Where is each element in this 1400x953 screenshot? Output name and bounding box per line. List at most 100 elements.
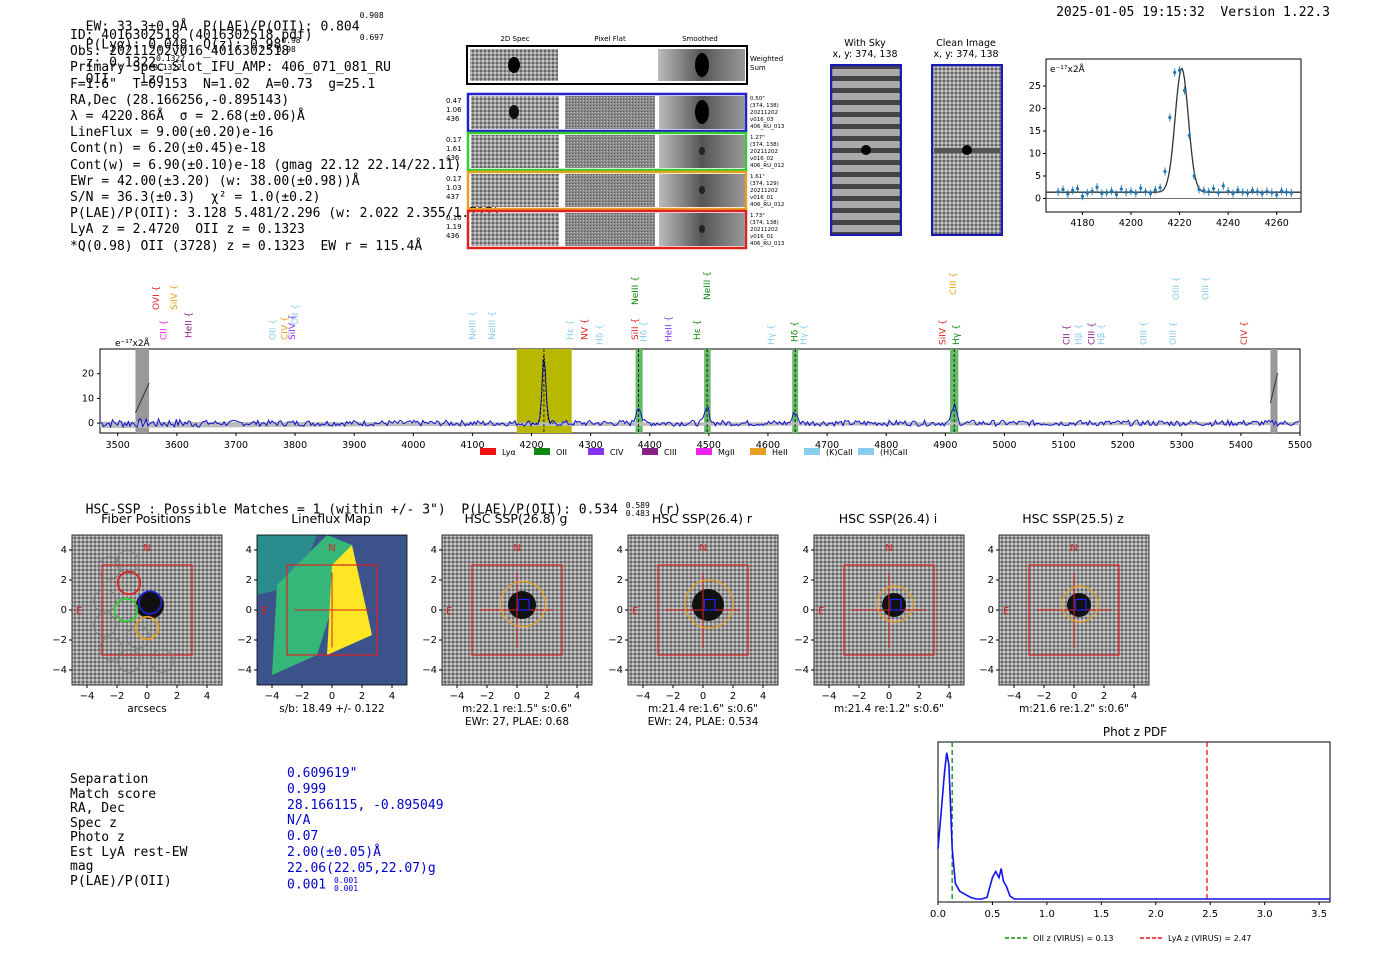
cutout-row-meta: 20211202 — [750, 110, 778, 116]
pdf-xtick-label: 3.5 — [1311, 909, 1327, 920]
cutout-row-meta: v016_01 — [750, 195, 774, 201]
legend-swatch — [858, 448, 874, 455]
cutout-smoothed-blob — [699, 147, 705, 155]
photz-pdf-chart: Phot z PDF 0.0 0.5 1.0 1.5 2.0 2.5 3.0 3.5 OII … — [930, 725, 1331, 943]
info-line: EWr = 42.00(±3.20) (w: 38.00(±0.98))Å — [70, 173, 360, 189]
cutout-pixel-flat — [565, 213, 655, 246]
hsc-cutout-image: N E −4 −4 −2 −2 0 0 2 2 4 4 s/b: 18.49 +/- 0.122 — [237, 534, 408, 715]
hsc-xtick-label: 0 — [700, 691, 706, 702]
cutout-smoothed-blob — [699, 225, 705, 233]
cutout-row-stat: 436 — [446, 154, 460, 162]
info-line: RA,Dec (28.166256,-0.895143) — [70, 92, 290, 108]
zoom-data-point — [1192, 174, 1196, 178]
spectral-line-label: Hε { — [566, 320, 576, 340]
aperture-square — [101, 564, 193, 656]
with-sky-image — [830, 64, 902, 236]
sky-source-blob — [861, 145, 871, 155]
spectral-line-label: Hγ { — [952, 324, 962, 345]
cutout-panel: 2D Spec Pixel Flat Smoothed Weighted Sum… — [446, 35, 785, 250]
clean-image-title: Clean Image x, y: 374, 138 — [933, 38, 999, 60]
zoom-data-point — [1100, 191, 1104, 196]
zoom-data-point — [1153, 188, 1157, 192]
weighted-source-blob — [508, 57, 520, 73]
zoom-data-point — [1221, 184, 1225, 188]
info-line: ID: 4016302518 (4016302518.pdf) — [70, 28, 313, 43]
weighted-smoothed-blob — [695, 53, 709, 77]
zoom-data-point — [1168, 115, 1172, 120]
fiber-circle — [115, 550, 140, 574]
aperture-square — [657, 564, 749, 656]
hsc-xtick-label: −4 — [450, 691, 465, 702]
spectral-line-label: CII { — [159, 320, 169, 340]
east-label: E — [76, 606, 82, 617]
spectrum-xtick-label: 4400 — [638, 440, 662, 451]
hsc-frame — [71, 534, 223, 686]
masked-region — [1270, 349, 1278, 433]
hsc-frame — [627, 534, 779, 686]
cutout-row-meta: (374, 138) — [750, 142, 779, 148]
spectrum-units-label: e⁻¹⁷x2Å — [115, 337, 151, 349]
cutout-row-meta: 0.50" — [750, 96, 765, 102]
hsc-cutout-image: N E −4 −4 −2 −2 0 0 2 2 4 4 arcsecs — [52, 534, 223, 715]
spectral-line-label: SiIV { — [288, 314, 298, 340]
hsc-ytick-label: −4 — [422, 665, 437, 676]
hsc-source — [136, 591, 164, 619]
cutout-row-meta: 1.27" — [750, 135, 765, 141]
zoom-data-point — [1124, 190, 1128, 194]
hsc-xtick-label: 4 — [946, 691, 952, 702]
zoom-data-point — [1241, 190, 1245, 194]
hsc-source — [1067, 593, 1091, 617]
zoom-data-point — [1085, 191, 1089, 195]
pdf-title: Phot z PDF — [1103, 725, 1167, 739]
match-value: 0.999 — [287, 781, 327, 797]
zoom-data-point — [1284, 190, 1289, 194]
aperture-square — [843, 564, 935, 656]
cutout-row-meta: 406_RU_012 — [750, 202, 784, 208]
pdf-xtick-label: 2.5 — [1202, 909, 1218, 920]
hsc-ytick-label: −4 — [979, 665, 994, 676]
spectrum-ytick-label: 0 — [88, 418, 94, 429]
cutout-row-meta: 20211202 — [750, 149, 778, 155]
zoom-data-point — [1226, 189, 1230, 193]
info-line: *Q(0.98) OII (3728) z = 0.1323 EW r = 11… — [70, 238, 423, 254]
zoom-data-point — [1066, 192, 1070, 196]
header-summary: EW: 33.3±0.9Å P(LAE)/P(OII): 0.8040.9080… — [85, 11, 384, 87]
hsc-ytick-label: 4 — [61, 545, 67, 556]
legend-label: Lyα — [502, 448, 516, 457]
zoom-data-point — [1075, 187, 1080, 191]
hsc-caption: m:22.1 re:1.5" s:0.6" — [462, 703, 572, 715]
legend-swatch — [804, 448, 820, 455]
cutout-row-meta: 1.73" — [750, 213, 765, 219]
cutout-source-blob — [509, 105, 519, 119]
info-line: P(LAE)/P(OII): 3.128 5.481/2.296 (w: 2.0… — [70, 206, 501, 222]
pdf-xtick-label: 1.5 — [1093, 909, 1109, 920]
zoom-data-point — [1270, 191, 1274, 195]
legend-label: (H)CaII — [880, 448, 907, 457]
aperture-square — [1028, 564, 1120, 656]
aperture-square — [471, 564, 563, 656]
cutout-row-stat: 0.47 — [446, 97, 462, 105]
spectrum-xtick-label: 4300 — [579, 440, 603, 451]
match-value: 0.07 — [287, 829, 319, 845]
hsc-caption: m:21.4 re:1.2" s:0.6" — [834, 703, 944, 715]
hsc-xtick-label: 2 — [544, 691, 550, 702]
cutout-row-meta: 406_RU_013 — [750, 241, 785, 247]
zoom-data-point — [1056, 190, 1060, 194]
info-line: F=1.6" T=0.153 N=1.02 A=0.73 g=25.1 — [70, 76, 376, 92]
hsc-source — [882, 593, 906, 617]
spectral-line-label: Hδ { — [639, 321, 649, 342]
hsc-ytick-label: −4 — [794, 665, 809, 676]
cutout-row-meta: 20211202 — [750, 188, 778, 194]
spectral-line-label: Hβ { — [1097, 324, 1107, 345]
north-label: N — [699, 543, 706, 554]
north-label: N — [885, 543, 892, 554]
cutout-row-meta: 406_RU_013 — [750, 124, 785, 130]
hsc-xtick-label: −2 — [1037, 691, 1052, 702]
match-label: Est LyA rest-EW — [70, 844, 188, 860]
info-line: LyA z = 2.4720 OII z = 0.1323 — [70, 222, 305, 238]
zoom-data-point — [1187, 133, 1191, 138]
spectrum-xtick-label: 5100 — [1051, 440, 1075, 451]
hsc-ytick-label: 0 — [61, 605, 67, 616]
